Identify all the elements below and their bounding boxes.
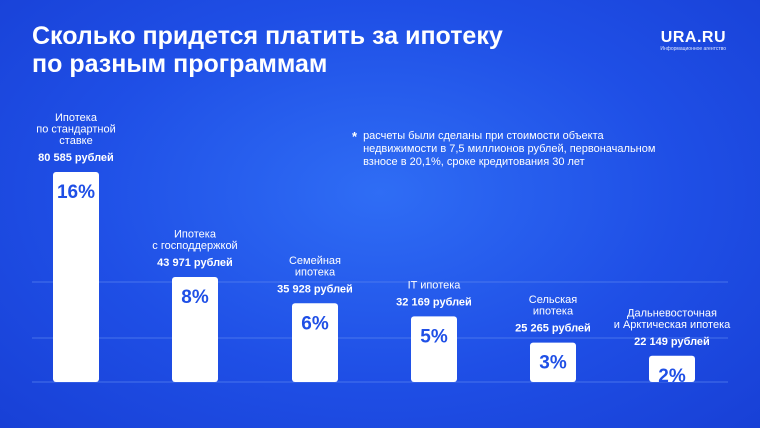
payment-label-2: 43 971 рублей: [157, 257, 233, 269]
category-label-5-line-1: Сельская: [529, 294, 578, 306]
brand-logo: URA.RU Информационное агентство: [660, 30, 726, 53]
brand-name: URA.RU: [660, 29, 726, 46]
category-label-3-line-2: ипотека: [295, 266, 336, 278]
footnote-asterisk: *: [352, 129, 358, 144]
bar-value-label-6: 2%: [658, 366, 686, 387]
bar-value-label-2: 8%: [181, 287, 209, 308]
brand-subtitle: Информационное агентство: [660, 46, 726, 52]
payment-label-5: 25 265 рублей: [515, 323, 591, 335]
payment-label-1: 80 585 рублей: [38, 152, 114, 164]
title-line-1: Сколько придется платить за ипотеку: [32, 22, 503, 50]
bar-1: [53, 172, 99, 382]
footnote-text: расчеты были сделаны при стоимости объек…: [363, 130, 656, 168]
category-label-4-line-1: IT ипотека: [408, 279, 462, 291]
bar-value-label-3: 6%: [301, 313, 329, 334]
bar-value-label-1: 16%: [57, 182, 95, 203]
category-label-1-line-3: ставке: [59, 135, 92, 147]
category-label-6-line-2: и Арктическая ипотека: [614, 319, 731, 331]
category-label-1-line-2: по стандартной: [36, 124, 116, 136]
footnote: * расчеты были сделаны при стоимости объ…: [352, 130, 712, 169]
payment-label-6: 22 149 рублей: [634, 336, 710, 348]
category-label-3-line-1: Семейная: [289, 255, 341, 267]
category-label-2-line-2: с господдержкой: [152, 240, 237, 252]
bar-3: [292, 303, 338, 382]
bar-value-label-5: 3%: [539, 353, 567, 374]
payment-label-3: 35 928 рублей: [277, 283, 353, 295]
category-label-6-line-1: Дальневосточная: [627, 307, 717, 319]
category-label-5-line-2: ипотека: [533, 306, 574, 318]
bar-4: [411, 316, 457, 382]
bar-5: [530, 342, 576, 382]
category-label-2-line-1: Ипотека: [174, 229, 217, 241]
category-label-1-line-1: Ипотека: [55, 112, 98, 124]
bar-value-label-4: 5%: [420, 326, 448, 347]
page-title: Сколько придется платить за ипотеку по р…: [32, 22, 552, 78]
payment-label-4: 32 169 рублей: [396, 296, 472, 308]
bar-6: [649, 355, 695, 382]
title-line-2: по разным программам: [32, 50, 328, 78]
bar-2: [172, 277, 218, 382]
